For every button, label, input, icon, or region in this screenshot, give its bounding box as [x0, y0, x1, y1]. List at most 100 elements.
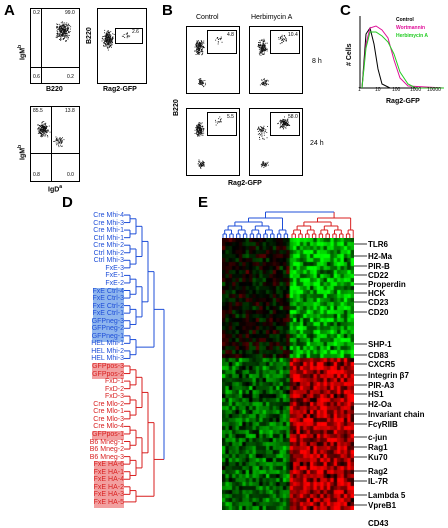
gene-label: Ku70 — [368, 453, 388, 462]
gene-label: SHP-1 — [368, 340, 392, 349]
axis-label-b220: B220 — [46, 86, 63, 93]
heatmap — [222, 238, 354, 510]
sample-label: Cre Mlo-1 — [93, 408, 124, 416]
quadrant-vline — [41, 9, 42, 83]
sample-label: FxE HA-6 — [93, 461, 124, 471]
sample-label: B6 Mneg-1 — [89, 438, 124, 446]
flow-plot-control-24h: 5.5 — [186, 108, 240, 176]
gene-label: Rag1 — [368, 443, 388, 452]
histogram-rag2gfp — [359, 16, 445, 89]
gene-label: VpreB1 — [368, 501, 397, 510]
gene-label: H2-Ma — [368, 252, 393, 261]
gate-value: 5.5 — [227, 114, 234, 120]
sample-label: Ctrl Mhi-1 — [93, 234, 124, 242]
histogram-x-ticks: 1 10 100 1000 10000 — [356, 88, 446, 96]
dot-cloud — [194, 36, 223, 88]
legend-entry-herbimycin: Herbimycin A — [396, 33, 429, 39]
axis-label-rag2gfp: Rag2-GFP — [228, 180, 262, 187]
gene-label: PIR-B — [368, 262, 390, 271]
legend-entry-wortmannin: Wortmannin — [396, 25, 426, 31]
quadrant-value: 85.5 — [33, 108, 43, 114]
gene-label: PIR-A3 — [368, 381, 395, 390]
sample-label: Ctrl Mhi-2 — [93, 249, 124, 257]
column-header-control: Control — [196, 14, 219, 21]
sample-label: Cre Mlo-4 — [93, 423, 124, 431]
sample-label: Cre Mhi-2 — [93, 242, 124, 250]
sample-label: Cre Mlo-3 — [93, 415, 124, 423]
sample-dendrogram — [124, 214, 165, 503]
sample-label: FxE HA-1 — [93, 468, 124, 478]
sample-label: HEL Mhi-1 — [91, 340, 124, 348]
flow-plot-herbimycin-8h: 10.4 — [249, 26, 303, 94]
gate-box — [270, 30, 300, 54]
sample-label: GFPneg-1 — [91, 332, 124, 342]
quadrant-value: 0.2 — [33, 10, 40, 16]
gene-label: HS1 — [368, 390, 384, 399]
sample-label: FxE Ctrl-4 — [92, 287, 124, 297]
axis-label-cells: # Cells — [346, 43, 353, 66]
sample-label: FxE HA-5 — [93, 498, 124, 508]
sample-label: GFPpos-1 — [92, 430, 124, 440]
sample-label: FxD-3 — [104, 393, 124, 401]
sample-label: FxE-3 — [105, 264, 124, 272]
gene-label: CD83 — [368, 351, 389, 360]
flow-plot-herbimycin-24h: 58.0 — [249, 108, 303, 176]
gate-value: 4.8 — [227, 32, 234, 38]
quadrant-value: 99.0 — [65, 10, 75, 16]
quadrant-hline — [31, 153, 79, 154]
sample-label: FxD-1 — [104, 378, 124, 386]
gene-label: Lambda 5 — [368, 491, 406, 500]
x-tick: 1 — [358, 87, 361, 93]
gene-label: CXCR5 — [368, 360, 396, 369]
sample-label: B6 Mneg-3 — [89, 453, 124, 461]
dot-cloud — [101, 29, 131, 51]
series-wortmannin — [361, 25, 445, 89]
flow-plot-control-8h: 4.8 — [186, 26, 240, 94]
dot-cloud — [257, 116, 291, 168]
sample-label: Cre Mhi-3 — [93, 219, 124, 227]
axis-label-igd: IgDa — [48, 184, 63, 194]
sample-label: Cre Mhi-1 — [93, 227, 124, 235]
gate-box — [270, 112, 300, 136]
sample-label: FxE HA-2 — [93, 483, 124, 493]
gate-value: 10.4 — [288, 32, 298, 38]
gene-label: Invariant chain — [368, 410, 425, 419]
sample-label: Cre Mhi-4 — [93, 212, 124, 219]
gene-label: Properdin — [368, 280, 406, 289]
flow-plot-igm-b220: 0.2 99.0 0.6 0.2 — [30, 8, 80, 84]
gene-label: HCK — [368, 289, 386, 298]
gene-label: TLR6 — [368, 240, 388, 249]
gene-leader-lines — [354, 243, 367, 506]
sample-label: B6 Mneg-2 — [89, 446, 124, 454]
gene-label: c-jun — [368, 433, 388, 442]
x-tick: 1000 — [410, 87, 422, 93]
panel-label-e: E — [198, 194, 209, 211]
flow-plot-b220-rag2gfp: 2.6 — [97, 8, 147, 84]
sample-label: FxD-2 — [104, 385, 124, 393]
row-label-8h: 8 h — [312, 58, 322, 65]
gate-value: 58.0 — [288, 114, 298, 120]
axis-label-igm: IgMb — [17, 144, 27, 160]
axis-label-rag2gfp: Rag2-GFP — [103, 86, 137, 93]
gene-label: IL-7R — [368, 477, 388, 486]
sample-label: GFPneg-3 — [91, 317, 124, 327]
sample-label: HEL Mhi-2 — [91, 347, 124, 355]
sample-label: HEL Mhi-3 — [91, 355, 124, 363]
gene-label: CD20 — [368, 308, 389, 317]
gene-label: H2-Oa — [368, 400, 392, 409]
axis-label-b220: B220 — [86, 27, 93, 44]
gene-label: CD23 — [368, 298, 389, 307]
heatmap-canvas — [222, 238, 354, 510]
gate-box — [207, 112, 237, 136]
row-label-24h: 24 h — [310, 140, 324, 147]
quadrant-value: 0.8 — [33, 172, 40, 178]
gene-label: Integrin β7 — [368, 371, 409, 380]
gene-label: CD43 — [368, 519, 389, 528]
axis-label-rag2gfp: Rag2-GFP — [386, 98, 420, 105]
dot-cloud — [194, 116, 222, 169]
legend-entry-control: Control — [396, 17, 414, 23]
series-control — [361, 26, 444, 89]
quadrant-value: 0.6 — [33, 74, 40, 80]
panel-label-b: B — [162, 2, 173, 19]
flow-plot-igm-igd: 85.5 13.8 0.8 0.0 — [30, 106, 80, 182]
